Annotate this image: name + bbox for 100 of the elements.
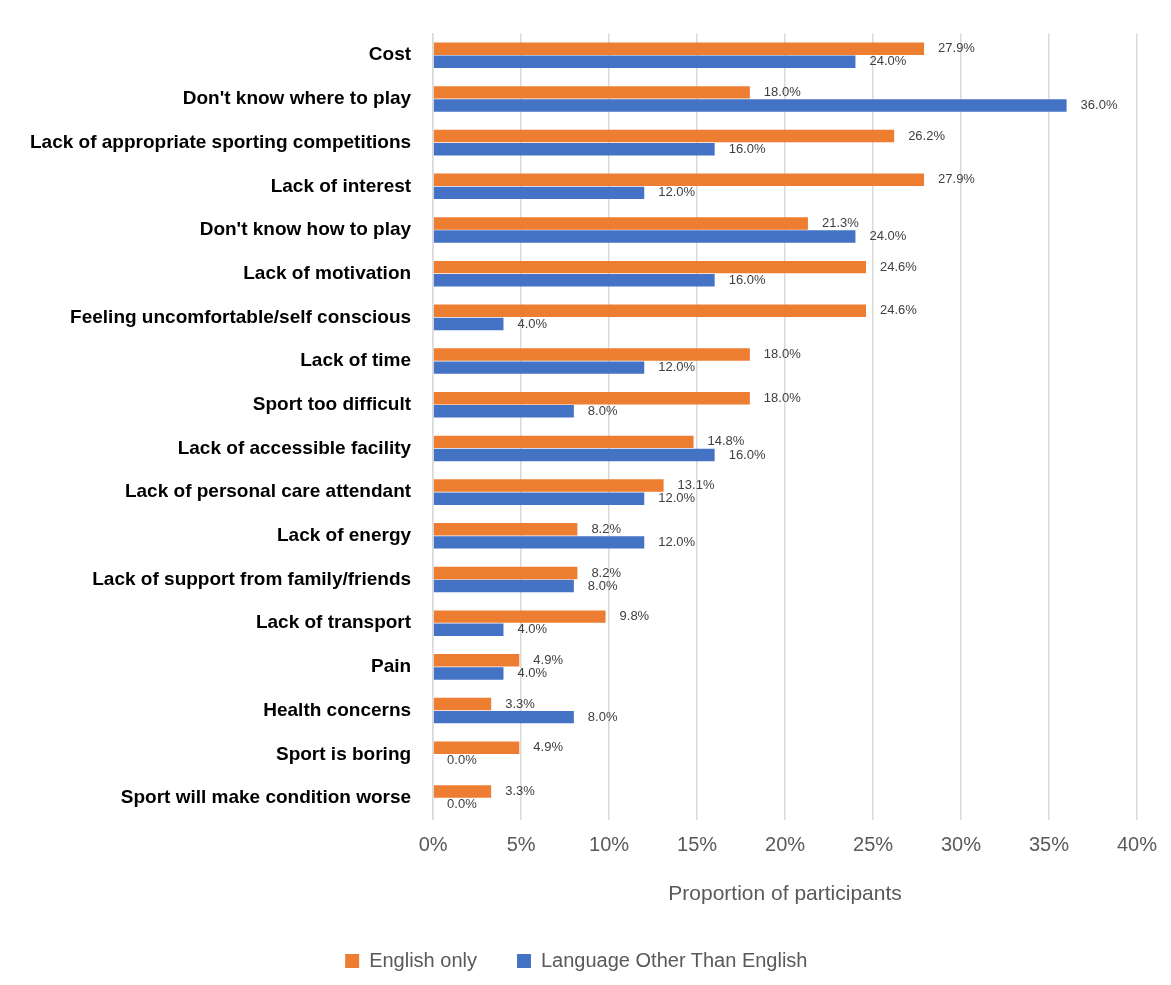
bar xyxy=(433,230,856,243)
legend-label: Language Other Than English xyxy=(540,948,808,971)
bar xyxy=(433,536,645,549)
data-label: 24.6% xyxy=(879,258,918,274)
bar xyxy=(433,142,715,156)
bar xyxy=(433,479,664,492)
bar xyxy=(433,785,492,798)
data-label: 18.0% xyxy=(763,83,802,99)
data-label: 24.0% xyxy=(869,53,907,69)
data-label: 16.0% xyxy=(728,140,766,156)
y-tick-label: Sport will make condition worse xyxy=(120,786,412,808)
bar xyxy=(433,361,645,374)
data-label: 0.0% xyxy=(447,796,478,812)
data-label: 24.0% xyxy=(869,228,907,244)
data-label: 8.0% xyxy=(587,577,618,593)
x-axis-title: Proportion of participants xyxy=(668,881,902,905)
x-tick-label: 35% xyxy=(1028,833,1070,856)
y-tick-label: Lack of accessible facility xyxy=(177,436,412,458)
bar xyxy=(433,523,578,536)
bar xyxy=(433,55,856,69)
data-label: 0.0% xyxy=(447,752,478,768)
y-tick-label: Lack of personal care attendant xyxy=(124,480,412,502)
data-label: 26.2% xyxy=(908,127,946,143)
y-tick-label: Lack of motivation xyxy=(243,261,412,283)
x-tick-label: 25% xyxy=(853,833,894,856)
bar xyxy=(433,129,895,143)
bar xyxy=(433,348,750,361)
data-label: 4.0% xyxy=(517,665,548,681)
bar xyxy=(433,492,645,505)
bar xyxy=(433,435,694,449)
x-tick-label: 30% xyxy=(941,833,982,856)
x-tick-label: 0% xyxy=(418,833,448,856)
data-label: 8.2% xyxy=(591,564,622,580)
y-tick-label: Lack of support from family/friends xyxy=(92,567,412,589)
bar xyxy=(433,274,715,287)
data-label: 12.0% xyxy=(658,490,696,506)
data-label: 13.1% xyxy=(677,477,715,493)
data-label: 8.0% xyxy=(587,708,618,724)
bar xyxy=(433,579,574,593)
data-label: 27.9% xyxy=(938,171,976,187)
bar xyxy=(433,697,492,711)
x-tick-label: 15% xyxy=(677,833,718,856)
y-tick-label: Lack of transport xyxy=(255,611,412,633)
y-tick-label: Sport is boring xyxy=(275,742,412,764)
data-label: 8.0% xyxy=(587,402,618,418)
bar xyxy=(433,304,866,318)
bar xyxy=(433,710,574,724)
bar xyxy=(433,317,504,331)
y-tick-label: Lack of appropriate sporting competitions xyxy=(29,130,412,152)
data-label: 3.3% xyxy=(505,782,536,798)
bar xyxy=(433,405,574,418)
bar xyxy=(433,260,866,274)
data-label: 4.0% xyxy=(517,315,548,331)
data-label: 21.3% xyxy=(821,215,860,231)
bar xyxy=(433,623,504,636)
y-tick-label: Feeling uncomfortable/self conscious xyxy=(70,305,412,327)
bar xyxy=(433,217,808,230)
data-label: 36.0% xyxy=(1080,97,1118,113)
data-label: 12.0% xyxy=(658,533,696,549)
data-label: 12.0% xyxy=(658,359,696,375)
x-tick-label: 20% xyxy=(765,833,806,856)
data-label: 12.0% xyxy=(658,184,696,200)
bar xyxy=(433,42,925,55)
data-label: 24.6% xyxy=(879,302,918,318)
x-tick-label: 5% xyxy=(506,833,536,856)
y-tick-label: Lack of interest xyxy=(270,174,412,196)
data-label: 8.2% xyxy=(591,520,622,536)
bar xyxy=(433,99,1067,112)
x-tick-label: 10% xyxy=(589,833,630,856)
y-tick-label: Sport too difficult xyxy=(252,392,412,414)
data-label: 3.3% xyxy=(505,695,536,711)
y-tick-label: Don't know where to play xyxy=(182,87,412,109)
x-tick-label: 40% xyxy=(1116,833,1158,856)
data-label: 14.8% xyxy=(707,433,745,449)
legend-label: English only xyxy=(369,948,477,971)
bar xyxy=(433,667,504,680)
bar xyxy=(433,610,606,623)
y-tick-label: Don't know how to play xyxy=(199,218,412,240)
y-tick-label: Lack of time xyxy=(300,349,412,371)
y-tick-label: Cost xyxy=(368,43,412,65)
data-label: 4.0% xyxy=(517,621,548,637)
bar xyxy=(433,391,750,405)
data-label: 27.9% xyxy=(938,40,976,56)
data-label: 16.0% xyxy=(728,271,766,287)
data-label: 4.9% xyxy=(533,739,564,755)
y-tick-label: Lack of energy xyxy=(276,524,412,546)
data-label: 16.0% xyxy=(728,446,766,462)
bar xyxy=(433,654,520,667)
bar xyxy=(433,448,715,462)
bar xyxy=(433,186,645,200)
bar xyxy=(433,566,578,580)
data-label: 18.0% xyxy=(763,346,802,362)
y-tick-label: Pain xyxy=(370,655,412,677)
y-tick-label: Health concerns xyxy=(263,698,412,720)
bar xyxy=(433,173,925,186)
bar xyxy=(433,741,520,754)
bar xyxy=(433,86,750,99)
data-label: 4.9% xyxy=(533,651,564,667)
data-label: 9.8% xyxy=(619,608,650,624)
data-label: 18.0% xyxy=(763,389,802,405)
